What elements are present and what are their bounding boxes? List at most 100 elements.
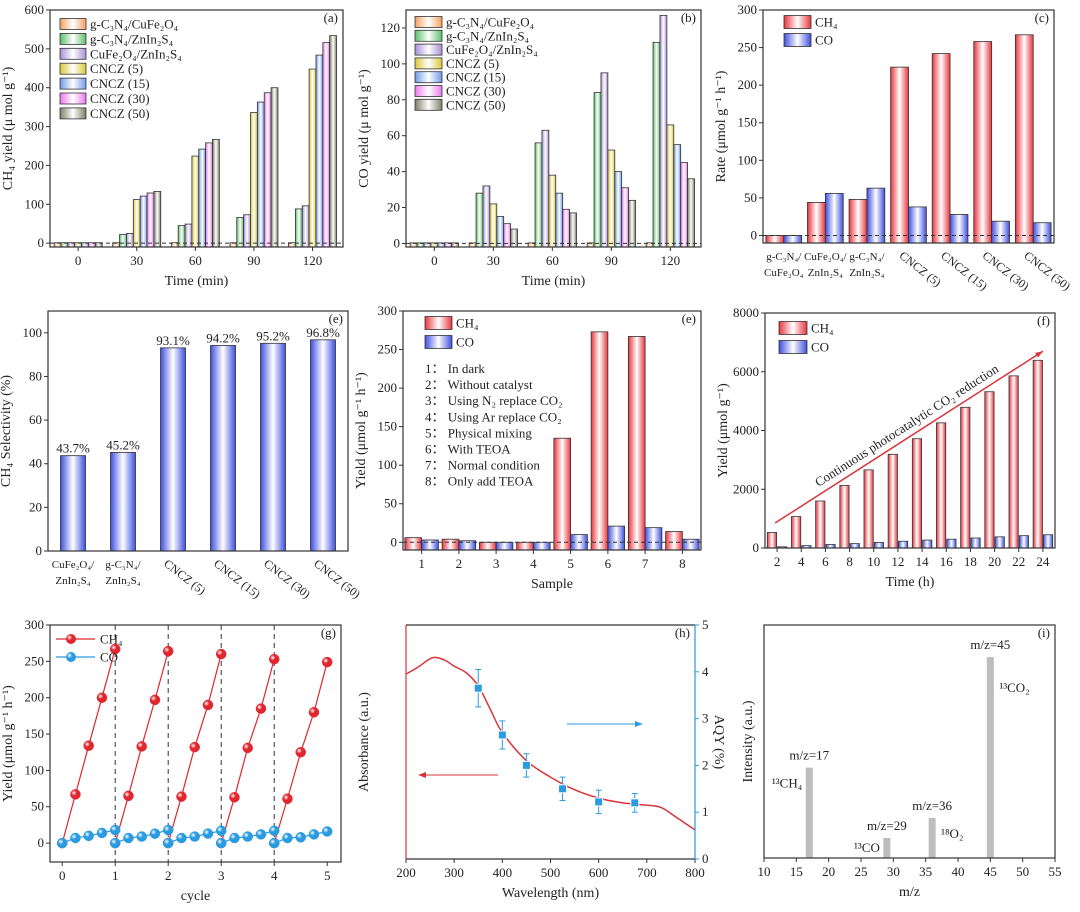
bar-ch-selectivity-2 <box>110 451 136 552</box>
point-co <box>308 829 320 840</box>
panel-d: 020406080100CuFe₂O₄/ZnIn₂S₄g-C₃N₄/ZnIn₂S… <box>0 310 363 601</box>
x-tick-label: 40 <box>952 864 965 879</box>
bar-co-6 <box>991 220 1010 244</box>
bar-g-c-n-znin-s-3 <box>177 225 186 248</box>
panel-c: 0 50 100 150 200 250 300 g-C₃N₄/CuFe₂O₄CuFe₂O₄/… <box>714 2 1073 293</box>
legend-swatch-cncz-15 <box>414 71 443 84</box>
point-ch <box>189 741 200 753</box>
x-tick-label: 3 <box>218 868 225 883</box>
x-tick-label: 2 <box>774 554 781 569</box>
y-axis-title: Yield (μmol g⁻¹ h⁻¹) <box>1 685 16 802</box>
bar-cufe-o-znin-s-2 <box>126 233 134 248</box>
y-axis-title: Absorbance (a.u.) <box>357 692 372 792</box>
x-tick-label: 120 <box>303 253 323 268</box>
bar-ch-selectivity-6 <box>310 339 336 552</box>
category-label: g-C₃N₄/ZnIn₂S₄ <box>849 251 885 279</box>
bar-cncz-50-4 <box>628 199 636 248</box>
y-tick-label: 200 <box>738 77 758 92</box>
point-co <box>136 831 147 842</box>
x-tick-label: 1 <box>112 868 119 883</box>
bar-cncz-50-5 <box>687 178 695 248</box>
point-ch <box>202 699 214 711</box>
legend-swatch-cncz-30 <box>414 85 443 97</box>
legend-label: CO <box>811 340 829 355</box>
y-tick-label: 300 <box>378 303 398 318</box>
bar-co-4 <box>532 541 551 551</box>
y-tick-label: 300 <box>738 2 758 17</box>
bar-co-3 <box>495 541 514 551</box>
bar-ch-selectivity-3 <box>160 347 186 552</box>
legend-label: CO <box>815 33 833 48</box>
x-tick-label: 18 <box>964 554 977 569</box>
category-label-line: g-C₃N₄/ <box>849 251 885 263</box>
x-tick-label: 25 <box>855 864 868 879</box>
species-label: ¹³CO₂ <box>999 680 1029 695</box>
legend-label: CNCZ (5) <box>90 61 143 76</box>
condition-item: 2： Without catalyst <box>425 377 533 392</box>
panel-label: (f) <box>1037 313 1050 328</box>
bar-ch-12 <box>1032 359 1043 549</box>
peak-label: m/z=45 <box>970 637 1010 652</box>
x-axis-title: Wavelength (nm) <box>502 886 600 901</box>
bar-ch-8 <box>936 422 947 549</box>
value-label: 96.8% <box>306 325 340 340</box>
legend-swatch-cncz-5 <box>414 57 443 70</box>
legend-label: CH₄ <box>811 321 834 336</box>
panel-label: (a) <box>324 10 338 25</box>
x-tick-label: 30 <box>487 253 500 268</box>
category-label-line: ZnIn₂S₄ <box>808 267 843 279</box>
bar-co-4 <box>849 543 860 549</box>
bar-ch-8 <box>665 531 683 551</box>
x-tick-label: 16 <box>940 554 954 569</box>
legend-label: CNCZ (15) <box>446 70 506 85</box>
y-tick-label: 5 <box>702 617 709 632</box>
point-co <box>176 832 187 844</box>
point-ch <box>109 643 121 655</box>
y-tick-label: 600 <box>25 2 45 17</box>
y-tick-label: 500 <box>25 41 45 56</box>
bar-cncz-15-4 <box>256 101 265 248</box>
panel-label: (h) <box>675 625 690 640</box>
y-tick-label: 100 <box>381 56 401 71</box>
bar-co-9 <box>970 537 981 549</box>
point-ch <box>229 792 240 803</box>
y-tick-label: 0 <box>751 227 758 242</box>
point-co <box>162 824 174 836</box>
point-co <box>109 824 121 836</box>
x-axis-title: cycle <box>181 889 211 904</box>
point-ch <box>215 648 227 660</box>
y-tick-label: 400 <box>25 80 45 95</box>
legend-swatch-g-c-n-cufe-o <box>59 18 87 30</box>
x-tick-label: 45 <box>984 864 997 879</box>
bar-cncz-15-5 <box>673 144 682 248</box>
bar-ch-3 <box>815 500 826 549</box>
x-tick-label: 500 <box>541 865 561 880</box>
bar-cufe-o-znin-s-2 <box>482 185 491 248</box>
bar-ch-1 <box>765 235 785 244</box>
y-tick-label: 100 <box>23 325 43 340</box>
x-tick-label: 14 <box>916 554 930 569</box>
legend-swatch-ch <box>783 15 812 29</box>
bar-ch-4 <box>890 66 909 244</box>
species-label: ¹³CH₄ <box>772 776 803 791</box>
y-axis-title: CH₄ Selectivity (%) <box>0 375 14 488</box>
y-tick-label: 6000 <box>733 364 759 379</box>
bar-cncz-5-3 <box>548 174 557 248</box>
panel-label: (i) <box>1038 625 1050 640</box>
legend-swatch-g-c-n-znin-s <box>59 33 87 45</box>
bar-co-12 <box>1043 534 1054 549</box>
bar-co-10 <box>994 536 1005 549</box>
y-tick-label: 4000 <box>733 423 759 438</box>
bar-ch-1 <box>766 532 777 549</box>
bar-ch-11 <box>1008 375 1019 549</box>
bar-ch-selectivity-4 <box>210 345 236 552</box>
panel-g: 0 50 100 150 200 250 300 0 1 2 3 4 5 cycle Yield (μmol… <box>1 617 342 904</box>
bar-cufe-o-znin-s-4 <box>600 72 609 248</box>
bar-ch-7 <box>911 438 922 549</box>
point-co <box>96 827 108 839</box>
category-label-line: ZnIn₂S₄ <box>105 575 140 587</box>
x-tick-label: 35 <box>919 864 932 879</box>
bar-co-7 <box>1032 222 1052 244</box>
absorbance-curve <box>405 656 696 831</box>
